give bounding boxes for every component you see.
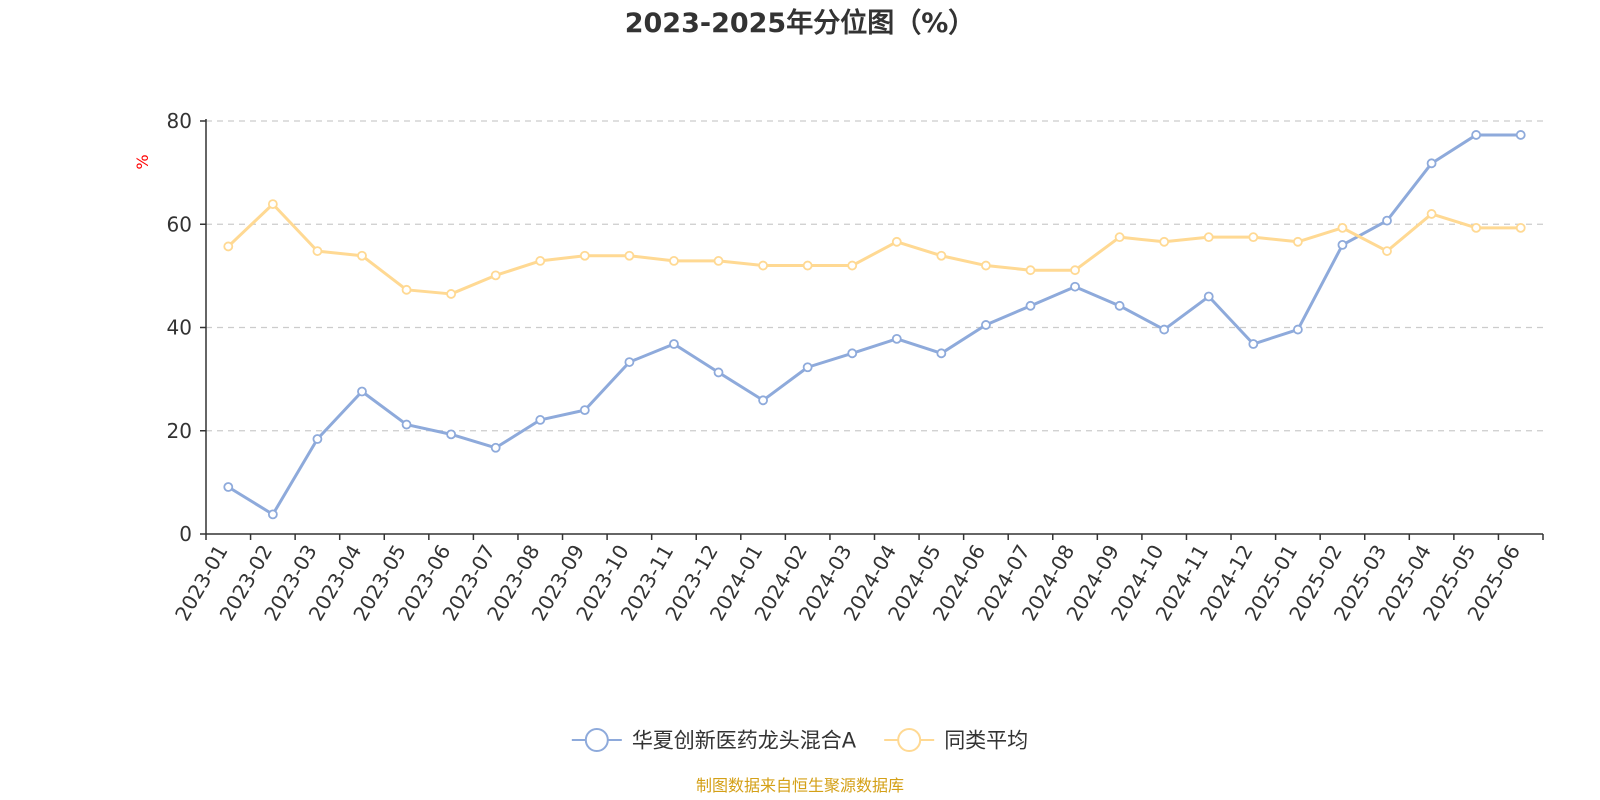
series-1-point	[802, 362, 813, 373]
series-2-point	[847, 260, 858, 271]
series-2-point	[401, 284, 412, 295]
chart-title: 2023-2025年分位图（%）	[625, 7, 976, 39]
series-1-point	[669, 339, 679, 349]
series-2-point	[802, 260, 813, 271]
series-1-point	[579, 405, 590, 416]
series-1-point	[1515, 130, 1526, 140]
series-2-point	[624, 250, 635, 261]
series-2-point	[1426, 209, 1437, 219]
series-1-point	[1025, 300, 1036, 311]
series-1-point	[1248, 339, 1259, 349]
axes	[205, 119, 1543, 535]
series-1-point	[1337, 239, 1348, 250]
series-1-point	[535, 415, 546, 425]
series-1-point	[1114, 300, 1125, 311]
series-2-point	[1515, 222, 1526, 233]
series-1-point	[401, 419, 412, 430]
series-line-1	[226, 133, 1523, 516]
series-2-point	[357, 250, 367, 261]
series-1-point	[1159, 324, 1170, 335]
legend-2-marker	[897, 728, 922, 752]
source-text: 制图数据来自恒生聚源数据库	[696, 776, 904, 795]
legend-1-label: 华夏创新医药龙头混合A	[632, 729, 857, 753]
series-1-point	[1292, 324, 1303, 335]
grid-lines	[206, 120, 1543, 432]
series-2-point	[490, 270, 501, 281]
series-2-point	[891, 236, 902, 247]
series-1-point	[1070, 281, 1080, 292]
series-2-point	[1248, 232, 1259, 243]
series-points	[223, 130, 1526, 520]
legend: 华夏创新医药龙头混合A 同类平均	[571, 728, 1028, 753]
series-1-point	[891, 333, 902, 344]
series-2-point	[669, 256, 679, 266]
series-2-point	[535, 256, 546, 266]
x-axis-ticks: 2023-012023-022023-032023-042023-052023-…	[170, 534, 1544, 625]
series-1-point	[446, 429, 457, 440]
series-2-point	[579, 250, 590, 261]
series-1-point	[1426, 158, 1437, 169]
series-2-point	[446, 289, 457, 299]
series-1-point	[847, 348, 858, 359]
series-1-point	[758, 395, 768, 406]
series-1-point	[1382, 215, 1392, 226]
legend-1-marker	[584, 728, 609, 752]
y-axis-ticks: 0 20 40 60 80	[167, 109, 206, 546]
series-2-point	[1382, 246, 1392, 256]
series-1-point	[267, 509, 278, 520]
series-lines	[226, 133, 1523, 516]
y-tick-label: 0	[179, 522, 192, 546]
series-2-point	[1025, 265, 1036, 276]
series-1-point	[981, 320, 991, 330]
series-2-point	[1337, 222, 1348, 233]
y-tick-label: 80	[167, 109, 192, 133]
series-line-2	[226, 202, 1523, 296]
series-1-point	[223, 482, 234, 492]
series-2-point	[1471, 222, 1482, 233]
y-tick-label: 20	[167, 419, 192, 443]
y-tick-label: 40	[167, 316, 192, 340]
series-2-point	[1114, 232, 1125, 243]
series-2-point	[312, 246, 323, 256]
series-1-point	[936, 348, 947, 359]
series-2-point	[1070, 265, 1080, 276]
series-2-point	[223, 241, 234, 252]
series-2-point	[1203, 232, 1214, 243]
series-2-point	[267, 199, 278, 210]
series-2-point	[936, 250, 947, 261]
series-1-point	[713, 367, 724, 378]
series-2-point	[981, 260, 991, 271]
series-1-point	[490, 442, 501, 453]
y-axis-label: %	[133, 154, 152, 169]
series-2-point	[713, 256, 724, 266]
series-1-point	[624, 357, 635, 367]
series-1-point	[312, 434, 323, 444]
series-1-point	[1471, 130, 1482, 140]
series-2-point	[758, 260, 768, 271]
series-2-point	[1159, 236, 1170, 247]
series-1-point	[1203, 291, 1214, 302]
y-tick-label: 60	[167, 212, 192, 236]
legend-2-label: 同类平均	[944, 729, 1028, 753]
series-1-point	[357, 386, 367, 397]
series-2-point	[1292, 236, 1303, 247]
